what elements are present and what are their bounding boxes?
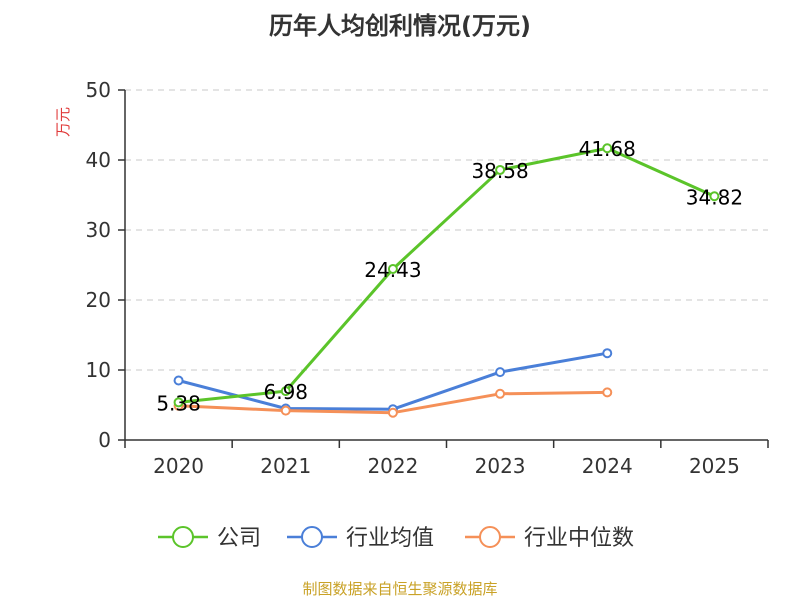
y-tick-label: 10 (86, 358, 111, 382)
grid-lines (125, 89, 768, 371)
series-1 (173, 348, 613, 415)
series-2 (173, 387, 613, 418)
y-tick-label: 0 (98, 428, 111, 452)
data-point (602, 387, 613, 398)
y-axis-label: 万元 (54, 107, 72, 137)
data-labels: 5.38 6.98 24.43 38.58 41.68 34.82 (156, 137, 743, 415)
source-note: 制图数据来自恒生聚源数据库 (302, 580, 497, 598)
x-tick-label: 2024 (582, 454, 633, 478)
data-point (387, 407, 398, 418)
data-point (495, 367, 506, 378)
data-label: 38.58 (471, 159, 528, 183)
data-point (709, 191, 720, 202)
y-tick-label: 30 (86, 218, 111, 242)
x-tick-label: 2021 (260, 454, 311, 478)
legend-label: 行业中位数 (524, 526, 634, 551)
y-tick-label: 20 (86, 288, 111, 312)
legend-label: 行业均值 (346, 526, 434, 551)
data-label: 6.98 (263, 380, 308, 404)
data-point (173, 375, 184, 386)
series-0 (173, 143, 720, 408)
x-tick-label: 2022 (367, 454, 418, 478)
chart-title: 历年人均创利情况(万元) (269, 12, 531, 40)
data-point (495, 164, 506, 175)
data-label: 34.82 (686, 185, 743, 209)
x-tick-label: 2020 (153, 454, 204, 478)
data-point (173, 397, 184, 408)
y-tick-labels: 0 10 20 30 40 50 (86, 78, 111, 452)
data-point (280, 405, 291, 416)
legend-item: 行业均值 (287, 526, 434, 551)
series-lines (173, 143, 720, 418)
data-point (602, 143, 613, 154)
series-line (178, 351, 608, 411)
x-tick-label: 2025 (689, 454, 740, 478)
legend-marker (301, 526, 323, 548)
data-point (495, 388, 506, 399)
data-point (602, 348, 613, 359)
y-tick-label: 50 (86, 78, 111, 102)
data-label: 24.43 (364, 258, 421, 282)
legend-marker (172, 526, 194, 548)
legend-item: 行业中位数 (465, 526, 634, 551)
legend-marker (479, 526, 501, 548)
data-label: 5.38 (156, 391, 201, 415)
data-point (387, 263, 398, 274)
x-tick-label: 2023 (475, 454, 526, 478)
y-tick-label: 40 (86, 148, 111, 172)
legend-label: 公司 (217, 526, 261, 551)
data-point (280, 386, 291, 397)
data-label: 41.68 (579, 137, 636, 161)
axes (118, 89, 769, 448)
legend: 公司 行业均值 行业中位数 (158, 526, 634, 551)
legend-item: 公司 (158, 526, 261, 551)
x-tick-labels: 2020 2021 2022 2023 2024 2025 (153, 454, 740, 478)
series-line (178, 146, 716, 404)
